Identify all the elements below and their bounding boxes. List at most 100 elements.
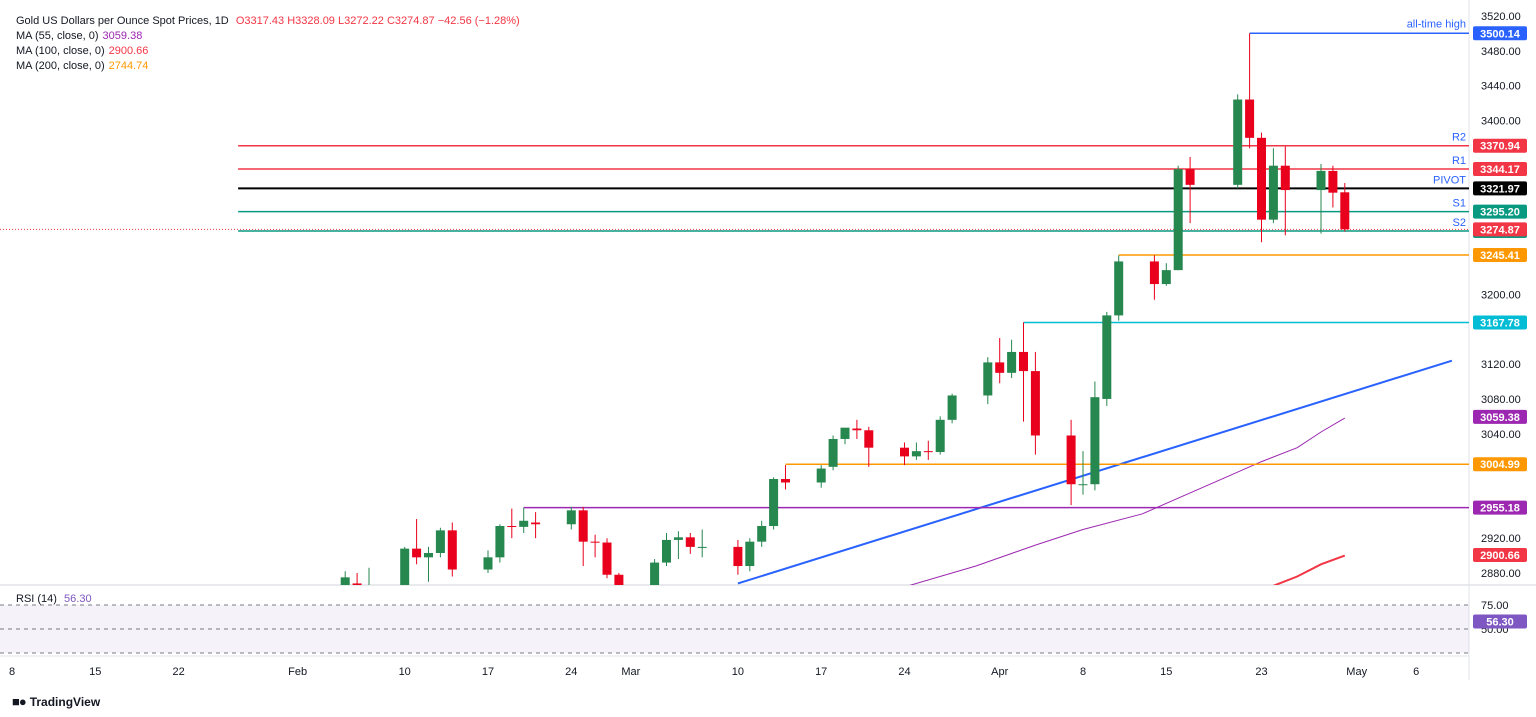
- symbol-row: Gold US Dollars per Ounce Spot Prices, 1…: [16, 14, 520, 29]
- candle: [1161, 263, 1171, 286]
- candle: [816, 465, 826, 488]
- candle: [566, 506, 576, 530]
- ohlc-change: −42.56 (−1.28%): [437, 15, 520, 27]
- candle-body: [400, 548, 410, 585]
- candle: [983, 357, 993, 405]
- candle: [1233, 94, 1243, 189]
- candle-body: [983, 362, 993, 396]
- candle-body: [1185, 169, 1195, 185]
- candle-body: [1078, 484, 1088, 486]
- candle: [923, 440, 933, 460]
- x-tick-label: Mar: [621, 666, 640, 678]
- candle-body: [900, 447, 909, 457]
- rsi-label: RSI (14): [16, 593, 57, 605]
- price-badge-label: 3245.41: [1480, 250, 1520, 262]
- candle: [340, 571, 350, 585]
- candle-body: [1114, 261, 1124, 316]
- candle: [745, 538, 755, 572]
- ma100-value: 2900.66: [108, 45, 149, 57]
- candle-body: [733, 546, 743, 567]
- price-badge-label: 2955.18: [1480, 503, 1520, 515]
- candle-body: [935, 419, 945, 453]
- ma-badge: [1473, 409, 1527, 424]
- candle: [662, 532, 671, 567]
- candle: [1340, 183, 1350, 232]
- candle-body: [769, 479, 779, 527]
- candle: [995, 338, 1005, 384]
- rsi-badge-label: 56.30: [1486, 616, 1514, 628]
- candle-body: [685, 537, 695, 547]
- candle: [1185, 156, 1195, 224]
- price-badge-label: 3500.14: [1480, 28, 1521, 40]
- candle: [911, 442, 921, 460]
- candle-body: [840, 427, 850, 439]
- candle: [900, 442, 909, 466]
- candle-body: [614, 574, 624, 585]
- x-tick-label: 6: [1413, 666, 1419, 678]
- candle-body: [519, 520, 529, 527]
- candle-body: [1245, 99, 1255, 138]
- ma200-row: MA (200, close, 0) 2744.74: [16, 59, 520, 74]
- candle-body: [1280, 165, 1290, 191]
- x-tick-label: 8: [1080, 666, 1086, 678]
- candle: [1328, 165, 1338, 208]
- level-tag: S2: [1453, 217, 1466, 229]
- x-tick-label: Apr: [991, 666, 1008, 678]
- candle-body: [828, 438, 838, 467]
- candle: [400, 546, 410, 585]
- x-tick-label: 24: [565, 666, 577, 678]
- candle-body: [995, 362, 1005, 373]
- price-badge: [1473, 26, 1527, 41]
- candle: [1102, 311, 1112, 406]
- candle: [614, 573, 624, 585]
- candle: [1007, 339, 1017, 379]
- x-tick-label: 15: [89, 666, 101, 678]
- candle: [650, 559, 660, 585]
- last-price-label: 3274.87: [1480, 224, 1520, 236]
- price-badge: [1473, 181, 1527, 196]
- price-badge: [1473, 138, 1527, 153]
- x-tick-label: 23: [1255, 666, 1267, 678]
- y-tick-label: 3400.00: [1481, 115, 1521, 127]
- candle-body: [650, 562, 660, 585]
- y-tick-label: 3040.00: [1481, 429, 1521, 441]
- price-badge: [1473, 247, 1527, 262]
- candle: [1114, 255, 1124, 321]
- candle-body: [757, 526, 767, 542]
- price-badge: [1473, 162, 1527, 177]
- candle-body: [340, 577, 350, 585]
- candle: [685, 532, 695, 554]
- candle: [578, 506, 588, 567]
- candle-body: [352, 583, 362, 585]
- candle: [1173, 165, 1183, 271]
- price-badge-label: 3344.17: [1480, 164, 1520, 176]
- ma55-line: [909, 417, 1346, 585]
- y-tick-label: 3120.00: [1481, 359, 1521, 371]
- candle: [495, 524, 505, 563]
- candle: [840, 427, 850, 445]
- candle-body: [602, 542, 612, 575]
- candle-body: [673, 537, 683, 540]
- candle-body: [1149, 261, 1159, 285]
- candle-body: [1328, 170, 1338, 193]
- candle: [1268, 148, 1278, 224]
- candle: [1149, 255, 1159, 300]
- candle: [412, 519, 422, 565]
- candle-body: [1257, 137, 1266, 220]
- ma100-label: MA (100, close, 0): [16, 45, 105, 57]
- level-tag: all-time high: [1407, 18, 1466, 30]
- candle-body: [1268, 165, 1278, 220]
- candle: [1245, 33, 1255, 149]
- level-tag: S1: [1453, 198, 1466, 210]
- ma-badge: [1473, 548, 1527, 563]
- candle-body: [781, 479, 790, 483]
- candle-body: [662, 539, 671, 563]
- candle: [602, 538, 612, 579]
- candle: [519, 507, 529, 533]
- level-tag: R1: [1452, 155, 1466, 167]
- level-tag: R2: [1452, 132, 1466, 144]
- candle: [781, 465, 790, 490]
- y-tick-label: 2920.00: [1481, 533, 1521, 545]
- x-tick-label: May: [1346, 666, 1367, 678]
